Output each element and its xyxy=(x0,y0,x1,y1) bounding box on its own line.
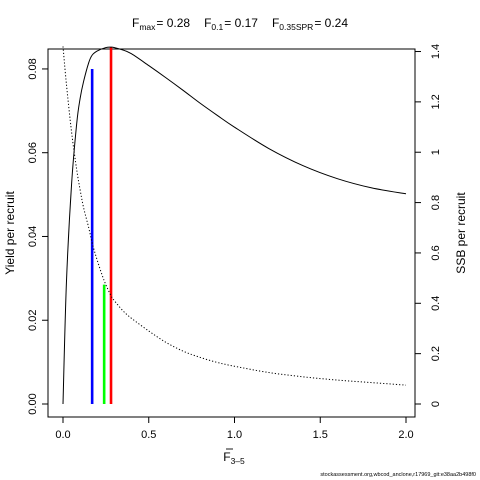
yield-per-recruit-curve xyxy=(62,46,407,405)
y-right-tick-label: 0.4 xyxy=(430,296,442,311)
axes: 0.0 0.5 1.0 1.5 2.0 0.00 0.02 0.04 0.06 0.08 0 0.2 0… xyxy=(27,44,442,441)
y-axis-label-left: Yield per recruit xyxy=(3,191,17,275)
reference-lines xyxy=(90,47,113,404)
y-right-tick-label: 0.2 xyxy=(430,346,442,361)
y-left-tick-label: 0.06 xyxy=(27,142,39,163)
y-right-tick-label: 0.6 xyxy=(430,245,442,260)
y-left-tick-label: 0.04 xyxy=(27,226,39,247)
plot-frame xyxy=(47,48,416,418)
x-tick-label: 1.5 xyxy=(313,429,328,441)
x-tick-label: 1.0 xyxy=(227,429,242,441)
y-right-tick-label: 0.8 xyxy=(430,195,442,210)
y-left-tick-label: 0.00 xyxy=(27,393,39,414)
y-right-tick-label: 1.4 xyxy=(430,44,442,59)
x-tick-label: 2.0 xyxy=(398,429,413,441)
y-left-tick-label: 0.08 xyxy=(27,58,39,79)
y-right-tick-label: 0 xyxy=(430,401,442,407)
y-right-tick-label: 1.2 xyxy=(430,94,442,109)
ssb-per-recruit-curve xyxy=(62,46,407,386)
x-tick-label: 0.0 xyxy=(55,429,70,441)
y-axis-label-right: SSB per recruit xyxy=(454,192,468,274)
y-left-tick-label: 0.02 xyxy=(27,310,39,331)
footer-text: stockassessment.org,wbcod_anclone,r17969… xyxy=(320,472,476,478)
chart-title: Fmax= 0.28 F0.1= 0.17 F0.35SPR= 0.24 xyxy=(132,16,348,32)
x-axis-label: F3–5 xyxy=(223,450,245,466)
x-tick-label: 0.5 xyxy=(141,429,156,441)
series-layer xyxy=(62,46,407,405)
y-right-tick-label: 1 xyxy=(430,149,442,155)
